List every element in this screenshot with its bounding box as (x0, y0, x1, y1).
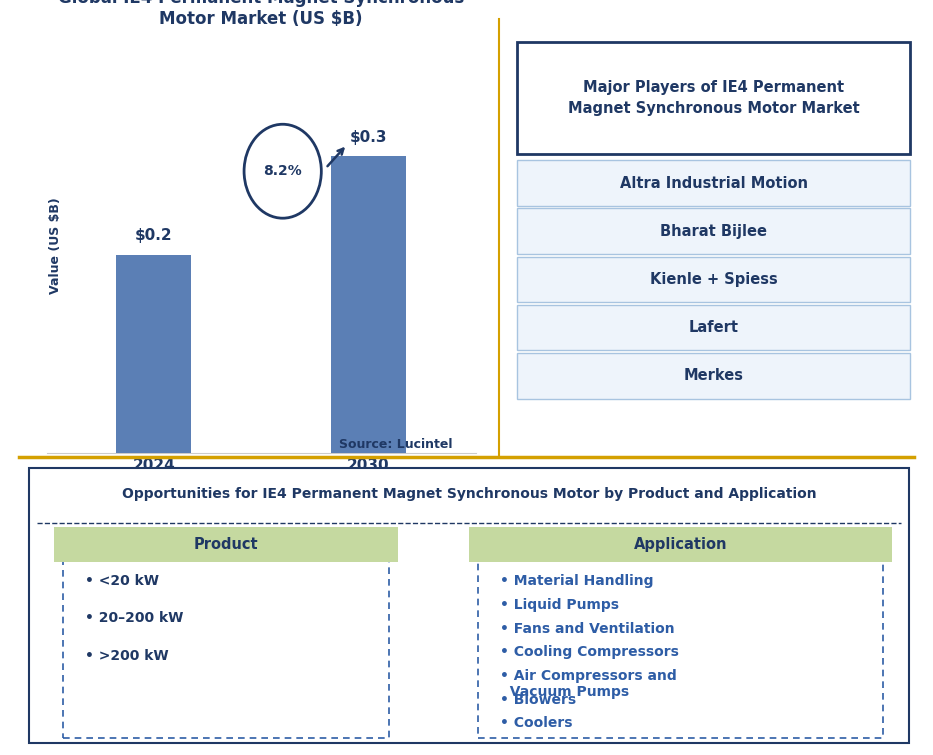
Text: Altra Industrial Motion: Altra Industrial Motion (620, 176, 808, 190)
Bar (331, 156, 406, 453)
Text: Bharat Bijlee: Bharat Bijlee (661, 223, 767, 239)
FancyBboxPatch shape (517, 305, 911, 350)
Text: • Material Handling: • Material Handling (500, 575, 653, 588)
Text: Lafert: Lafert (689, 320, 739, 335)
FancyBboxPatch shape (468, 527, 892, 562)
Text: Source: Lucintel: Source: Lucintel (339, 439, 453, 451)
Text: Product: Product (194, 537, 258, 552)
Text: • Fans and Ventilation: • Fans and Ventilation (500, 621, 675, 636)
Text: • Blowers: • Blowers (500, 692, 576, 707)
Text: $0.2: $0.2 (135, 229, 173, 243)
Text: • Liquid Pumps: • Liquid Pumps (500, 598, 619, 612)
FancyBboxPatch shape (517, 42, 911, 154)
FancyBboxPatch shape (478, 559, 884, 738)
Text: • Coolers: • Coolers (500, 716, 572, 730)
FancyBboxPatch shape (63, 559, 389, 738)
FancyBboxPatch shape (29, 468, 909, 744)
Title: Global IE4 Permanent Magnet Synchronous
Motor Market (US $B): Global IE4 Permanent Magnet Synchronous … (58, 0, 465, 28)
Text: Value (US $B): Value (US $B) (49, 197, 62, 294)
Text: • Cooling Compressors: • Cooling Compressors (500, 646, 678, 659)
FancyBboxPatch shape (517, 353, 911, 399)
Text: Kienle + Spiess: Kienle + Spiess (650, 272, 777, 287)
Text: $0.3: $0.3 (350, 130, 387, 144)
Text: Major Players of IE4 Permanent
Magnet Synchronous Motor Market: Major Players of IE4 Permanent Magnet Sy… (568, 80, 859, 116)
Text: 8.2%: 8.2% (263, 165, 302, 178)
Text: Merkes: Merkes (684, 368, 744, 384)
FancyBboxPatch shape (54, 527, 398, 562)
Bar (117, 255, 191, 453)
Text: • Air Compressors and
  Vacuum Pumps: • Air Compressors and Vacuum Pumps (500, 669, 676, 699)
Text: Opportunities for IE4 Permanent Magnet Synchronous Motor by Product and Applicat: Opportunities for IE4 Permanent Magnet S… (121, 487, 816, 501)
FancyBboxPatch shape (517, 160, 911, 206)
Text: • 20–200 kW: • 20–200 kW (85, 612, 184, 625)
Text: • <20 kW: • <20 kW (85, 575, 160, 588)
Text: Application: Application (634, 537, 727, 552)
FancyBboxPatch shape (517, 208, 911, 254)
Text: • >200 kW: • >200 kW (85, 649, 169, 663)
FancyBboxPatch shape (517, 257, 911, 302)
